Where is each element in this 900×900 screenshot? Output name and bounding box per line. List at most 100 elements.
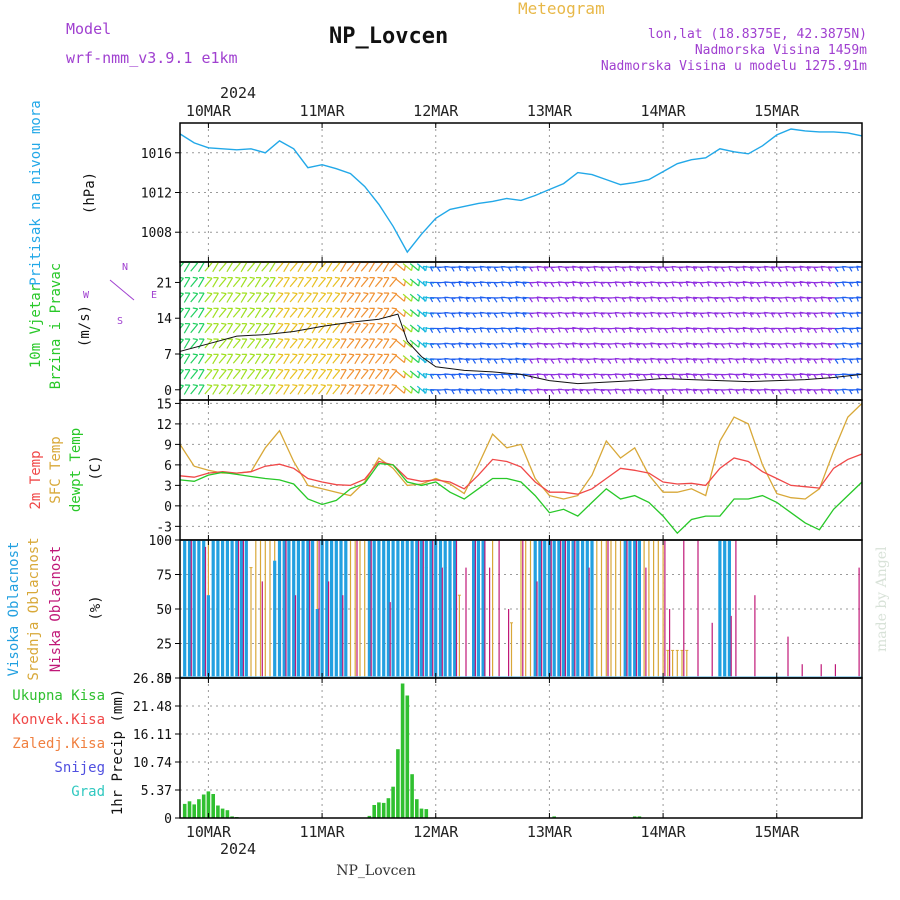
wind-barb-flag (848, 328, 853, 334)
wind-barb (382, 384, 390, 395)
wind-barb (593, 311, 605, 315)
wind-barb-flag (363, 292, 369, 295)
cloud-panel: 0 25 50 75 100 Visoka Oblacnost Srednja Oblacn… (6, 534, 863, 687)
wind-barb-flag (391, 353, 397, 356)
wind-barb-flag (180, 277, 184, 279)
wind-barb (742, 372, 754, 376)
wind-barb-flag (180, 323, 184, 325)
wind-barb (212, 308, 219, 319)
wind-barb-flag (813, 266, 818, 272)
wind-barb-flag (848, 374, 853, 380)
wind-barb-flag (550, 328, 555, 334)
wind-barb (247, 385, 256, 395)
wind-barb-flag (536, 358, 540, 364)
credit-label: made by Angel (874, 546, 890, 652)
high-cloud-bar (382, 540, 386, 678)
y-tick-label: 7 (164, 348, 172, 363)
wind-barb-flag (593, 342, 597, 348)
wind-barb-flag (377, 322, 383, 325)
wind-barb-flag (550, 267, 555, 272)
high-cloud-title: Visoka Oblacnost (6, 542, 22, 677)
wind-barb (318, 385, 327, 395)
low-cloud-title: Niska Oblacnost (48, 546, 64, 672)
wind-barb-flag (486, 312, 490, 318)
wind-barb-flag (206, 322, 213, 325)
precip-panel: 0 5.37 10.74 16.11 21.48 26.85 Ukupna Kisa Konv… (12, 672, 863, 827)
wind-barb-flag (692, 389, 696, 395)
wind-barb-flag (678, 266, 682, 272)
wind-barb-flag (671, 281, 675, 287)
wind-barb-flag (564, 328, 569, 334)
wind-barb (275, 262, 284, 272)
wind-barb-flag (742, 357, 746, 364)
wind-barb-flag (571, 342, 575, 348)
pressure-ylabel: (hPa) (82, 172, 98, 214)
wind-barb (374, 262, 383, 272)
wind-barb (395, 278, 405, 287)
wind-barb-flag (777, 359, 782, 364)
wind-barb-flag (664, 359, 668, 364)
wind-barb (340, 292, 347, 303)
wind-barb-flag (806, 327, 810, 333)
wind-barb (240, 292, 248, 303)
wind-barb (368, 323, 376, 334)
wind-barb (572, 311, 584, 315)
precip-bar (552, 816, 556, 818)
wind-barb-flag (699, 282, 704, 288)
wind-barb-flag (593, 358, 597, 364)
high-cloud-bar (415, 540, 419, 678)
wind-barb-flag (848, 358, 853, 364)
wind-barb-flag (206, 368, 213, 371)
wind-barb-flag (763, 358, 767, 364)
wind-barb-flag (436, 389, 441, 395)
precip-bar (410, 774, 414, 818)
high-cloud-bar (277, 540, 282, 678)
wind-barb-flag (784, 358, 789, 364)
wind-barb-flag (422, 296, 426, 302)
wind-barb (218, 293, 227, 303)
wind-barb-flag (813, 374, 818, 380)
wind-barb (389, 339, 398, 349)
wind-barb-flag (403, 372, 406, 379)
wind-barb-flag (649, 388, 653, 394)
wind-barb-flag (856, 311, 859, 318)
wind-barb-flag (578, 389, 583, 395)
wind-barb-flag (593, 296, 597, 302)
wind-barb-flag (422, 327, 426, 333)
wind-barb-flag (249, 368, 255, 371)
wind-barb-flag (493, 297, 498, 303)
wind-barb (303, 308, 312, 318)
high-cloud-bar (571, 540, 575, 678)
wind-barb-flag (451, 297, 455, 303)
wind-barb-flag (249, 384, 255, 387)
wind-barb (218, 323, 227, 334)
high-cloud-bar (552, 540, 556, 678)
wind-barb-flag (628, 281, 632, 287)
wind-barb-flag (621, 389, 626, 395)
wind-barb (395, 309, 405, 318)
wind-barb-flag (515, 281, 518, 287)
wind-barb-flag (571, 388, 575, 394)
wind-barb (232, 262, 241, 272)
wind-barb (283, 262, 290, 273)
wind-barb (346, 293, 355, 303)
wind-barb (332, 339, 341, 349)
wind-barb-flag (493, 282, 498, 288)
wind-barb (283, 369, 290, 380)
wind-barb-flag (515, 342, 518, 348)
wind-barb (240, 338, 248, 349)
wind-barb (458, 357, 470, 361)
y-tick-label: 100 (149, 534, 172, 549)
wind-barb-flag (763, 342, 767, 348)
wind-barb-flag (493, 328, 498, 334)
wind-barb (629, 357, 641, 361)
wind-barb (183, 323, 191, 334)
wind-barb-flag (458, 296, 462, 302)
wind-barb-flag (493, 359, 498, 364)
wind-barb-flag (391, 276, 397, 279)
high-cloud-bar (538, 540, 542, 678)
wind-barb (402, 339, 412, 348)
high-cloud-bar (306, 540, 310, 678)
wind-barb-flag (593, 327, 597, 333)
wind-barb (458, 265, 470, 269)
